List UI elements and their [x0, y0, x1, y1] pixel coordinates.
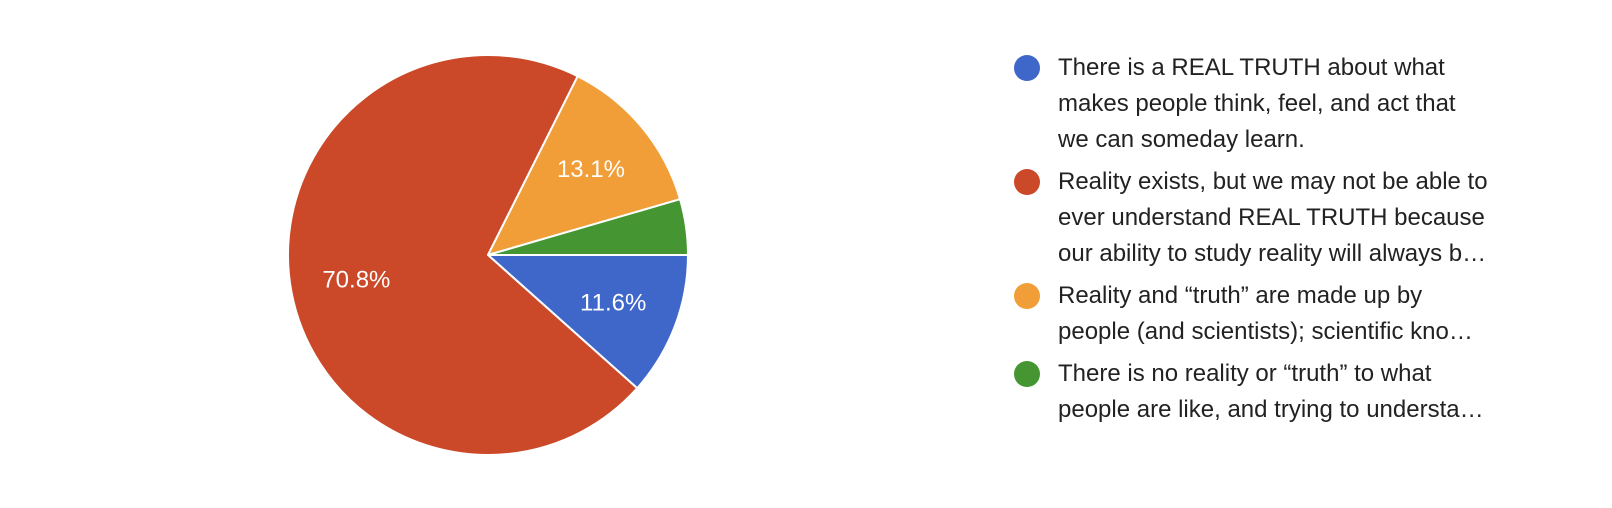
legend-label-line: Reality exists, but we may not be able t… [1058, 168, 1488, 195]
chart-legend: There is a REAL TRUTH about what makes pe… [1014, 50, 1574, 434]
pie-slice-label-2: 70.8% [322, 267, 390, 294]
legend-item-3[interactable]: Reality and “truth” are made up by people… [1014, 278, 1574, 350]
pie-slices [287, 53, 689, 456]
legend-swatch-icon [1014, 55, 1040, 81]
legend-swatch-icon [1014, 283, 1040, 309]
pie-slice-labels: 11.6% 70.8% 13.1% [322, 156, 646, 317]
legend-label-line: people are like, and trying to understa… [1058, 396, 1484, 423]
legend-label-line: we can someday learn. [1058, 126, 1305, 153]
legend-swatch-icon [1014, 169, 1040, 195]
pie-slice-2[interactable] [287, 53, 639, 456]
legend-label-line: Reality and “truth” are made up by [1058, 282, 1423, 309]
legend-swatch-icon [1014, 361, 1040, 387]
pie-slice-label-3: 13.1% [557, 156, 625, 183]
pie-chart: 11.6% 70.8% 13.1% [287, 53, 689, 456]
pie-slice-3[interactable] [487, 75, 682, 256]
pie-slice-label-1: 11.6% [580, 289, 646, 316]
legend-item-1[interactable]: There is a REAL TRUTH about what makes pe… [1014, 50, 1574, 158]
legend-label-line: ever understand REAL TRUTH because [1058, 204, 1485, 231]
pie-slice-4[interactable] [487, 198, 689, 256]
legend-label-line: There is a REAL TRUTH about what [1058, 54, 1445, 81]
legend-item-2[interactable]: Reality exists, but we may not be able t… [1014, 164, 1574, 272]
legend-item-4[interactable]: There is no reality or “truth” to what pe… [1014, 356, 1574, 428]
legend-label-line: our ability to study reality will always… [1058, 240, 1487, 267]
legend-label-line: people (and scientists); scientific kno… [1058, 318, 1473, 345]
pie-slice-1[interactable] [487, 254, 689, 390]
legend-label-line: makes people think, feel, and act that [1058, 90, 1456, 117]
legend-label-line: There is no reality or “truth” to what [1058, 360, 1432, 387]
